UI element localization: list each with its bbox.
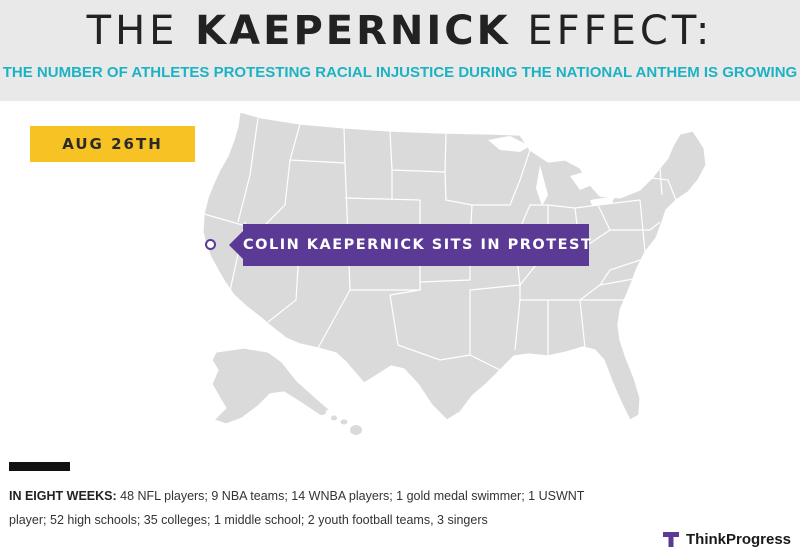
header-banner: THE KAEPERNICK EFFECT: THE NUMBER OF ATH… [0,0,800,101]
timeline-progress-bar [9,462,70,471]
page-subtitle: THE NUMBER OF ATHLETES PROTESTING RACIAL… [2,64,798,81]
event-callout: COLIN KAEPERNICK SITS IN PROTEST [243,224,591,266]
date-badge: AUG 26TH [30,126,195,162]
stats-body: 48 NFL players; 9 NBA teams; 14 WNBA pla… [9,489,585,527]
location-ring-icon [205,239,216,250]
callout-pointer [229,231,243,259]
alaska-shape [211,347,332,425]
great-lakes-shape [488,136,615,206]
stats-summary: IN EIGHT WEEKS: 48 NFL players; 9 NBA te… [9,484,589,532]
title-suffix: EFFECT: [527,8,714,54]
hawaii-shape [318,409,362,435]
thinkprogress-t-icon [663,532,679,547]
brand-name: ThinkProgress [686,530,792,548]
brand-logo: ThinkProgress [662,527,791,551]
stats-lead: IN EIGHT WEEKS: [9,489,117,503]
title-prefix: THE [86,8,179,54]
title-emphasis: KAEPERNICK [195,8,511,54]
page-title: THE KAEPERNICK EFFECT: [0,8,800,54]
